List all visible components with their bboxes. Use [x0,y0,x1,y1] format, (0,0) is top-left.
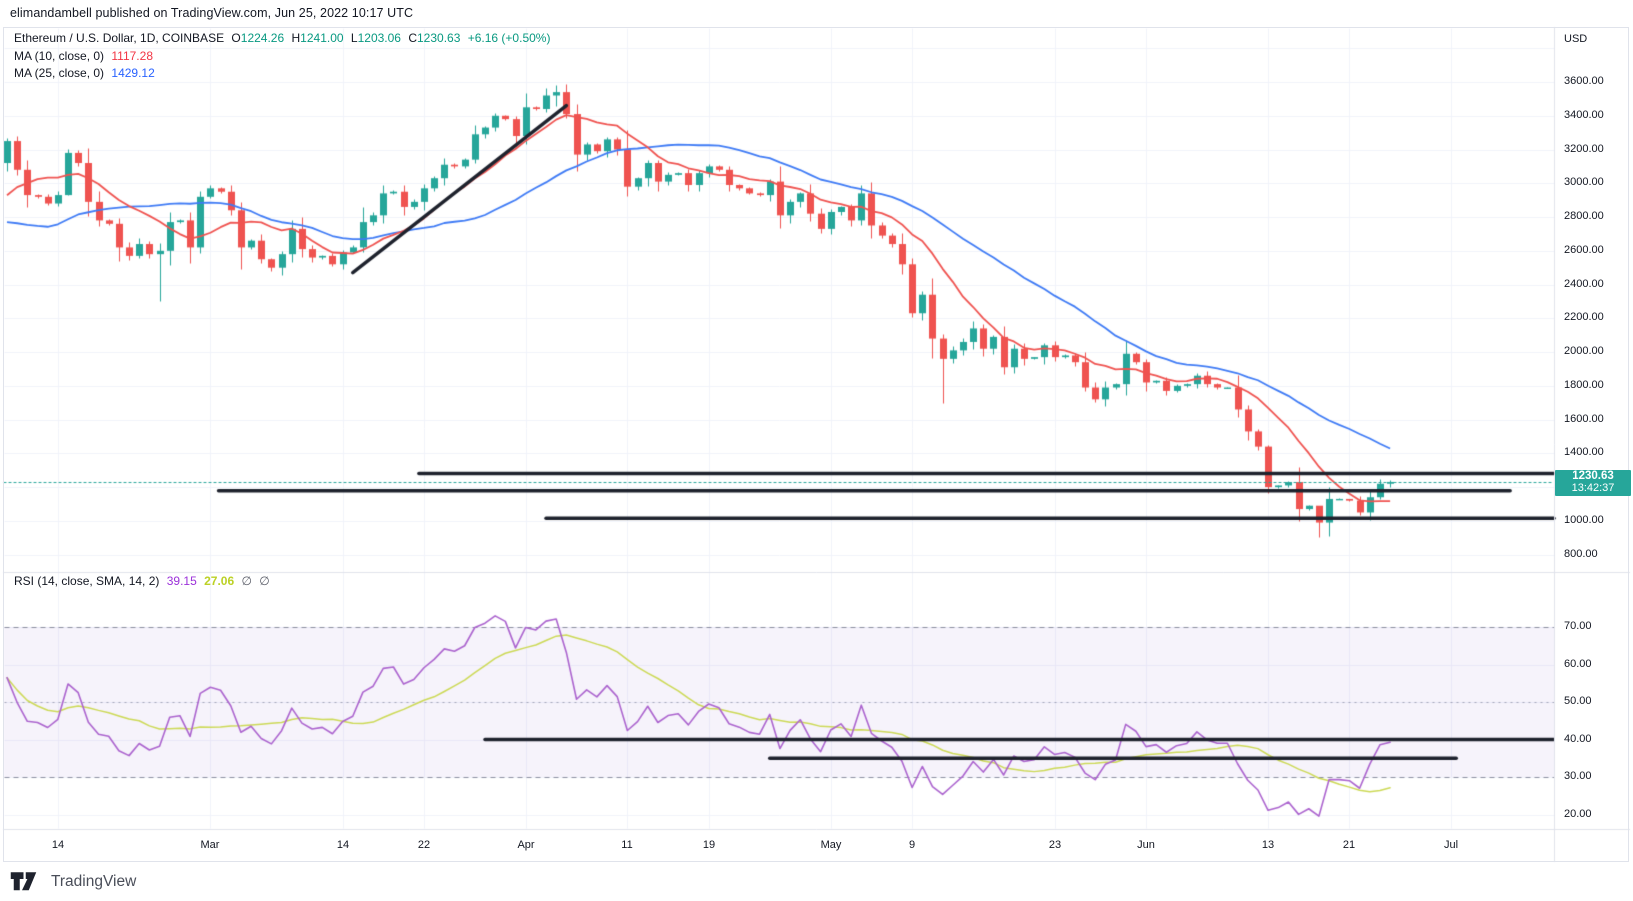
open-value: 1224.26 [240,31,285,45]
rsi-tick-label: 70.00 [1564,620,1592,632]
time-tick-label: Apr [517,839,535,851]
rsi-label: RSI (14, close, SMA, 14, 2) [14,574,160,588]
high-label: H [291,31,301,45]
ma25-legend-row[interactable]: MA (25, close, 0) 1429.12 [14,66,159,80]
price-tick-label: 1000.00 [1564,514,1604,526]
price-tick-label: 1400.00 [1564,446,1604,458]
high-value: 1241.00 [300,31,344,45]
price-tick-label: 2400.00 [1564,278,1604,290]
price-tick-label: 800.00 [1564,548,1598,560]
price-tick-label: 3600.00 [1564,75,1604,87]
ma25-value: 1429.12 [111,66,155,80]
attribution-text: elimandambell published on TradingView.c… [10,6,414,20]
time-tick-label: 19 [702,839,716,851]
change-value: +6.16 (+0.50%) [467,31,551,45]
rsi-tick-label: 60.00 [1564,658,1592,670]
ma25-label: MA (25, close, 0) [14,66,105,80]
time-tick-label: Mar [200,839,220,851]
rsi-tick-label: 30.00 [1564,770,1592,782]
current-price-value: 1230.63 [1572,470,1614,482]
time-tick-label: Jun [1137,839,1155,851]
price-tick-label: 3400.00 [1564,109,1604,121]
tradingview-brand-text[interactable]: TradingView [51,873,137,890]
rsi-tick-label: 50.00 [1564,695,1592,707]
rsi-empty-set-2: ∅ [259,574,270,588]
rsi-tick-label: 20.00 [1564,808,1592,820]
time-tick-label: Jul [1443,839,1459,851]
close-label: C [408,31,417,45]
time-tick-label: 11 [621,839,633,851]
ma10-legend-row[interactable]: MA (10, close, 0) 1117.28 [14,49,157,63]
time-tick-label: 14 [336,839,350,851]
time-tick-label: 14 [51,839,65,851]
price-tick-label: 3000.00 [1564,176,1604,188]
open-label: O [231,31,241,45]
time-tick-label: 9 [908,839,916,851]
price-tick-label: 2600.00 [1564,244,1604,256]
time-tick-label: May [820,839,842,851]
price-tick-label: 1800.00 [1564,379,1604,391]
close-value: 1230.63 [417,31,461,45]
footer: TradingView [10,867,136,897]
ma10-value: 1117.28 [111,49,153,63]
rsi-value: 39.15 [166,574,197,588]
rsi-tick-label: 40.00 [1564,733,1592,745]
price-tick-label: 1600.00 [1564,413,1604,425]
time-tick-label: 21 [1342,839,1356,851]
current-price-badge: 1230.63 13:42:37 [1555,470,1631,496]
price-tick-label: 2000.00 [1564,345,1604,357]
price-tick-label: 2200.00 [1564,311,1604,323]
rsi-sma-value: 27.06 [204,574,235,588]
currency-label: USD [1564,33,1588,45]
symbol-title: Ethereum / U.S. Dollar, 1D, COINBASE [14,31,225,45]
time-tick-label: 22 [417,839,431,851]
bar-countdown: 13:42:37 [1571,481,1615,494]
low-label: L [350,31,358,45]
rsi-empty-set-1: ∅ [241,574,252,588]
rsi-legend-row[interactable]: RSI (14, close, SMA, 14, 2) 39.15 27.06 … [14,574,274,588]
low-value: 1203.06 [357,31,401,45]
price-tick-label: 2800.00 [1564,210,1604,222]
ma10-label: MA (10, close, 0) [14,49,105,63]
symbol-legend-row[interactable]: Ethereum / U.S. Dollar, 1D, COINBASE O12… [14,31,554,45]
time-tick-label: 13 [1261,839,1275,851]
tradingview-logo-icon[interactable] [10,870,43,894]
time-tick-label: 23 [1048,839,1062,851]
price-tick-label: 3200.00 [1564,143,1604,155]
